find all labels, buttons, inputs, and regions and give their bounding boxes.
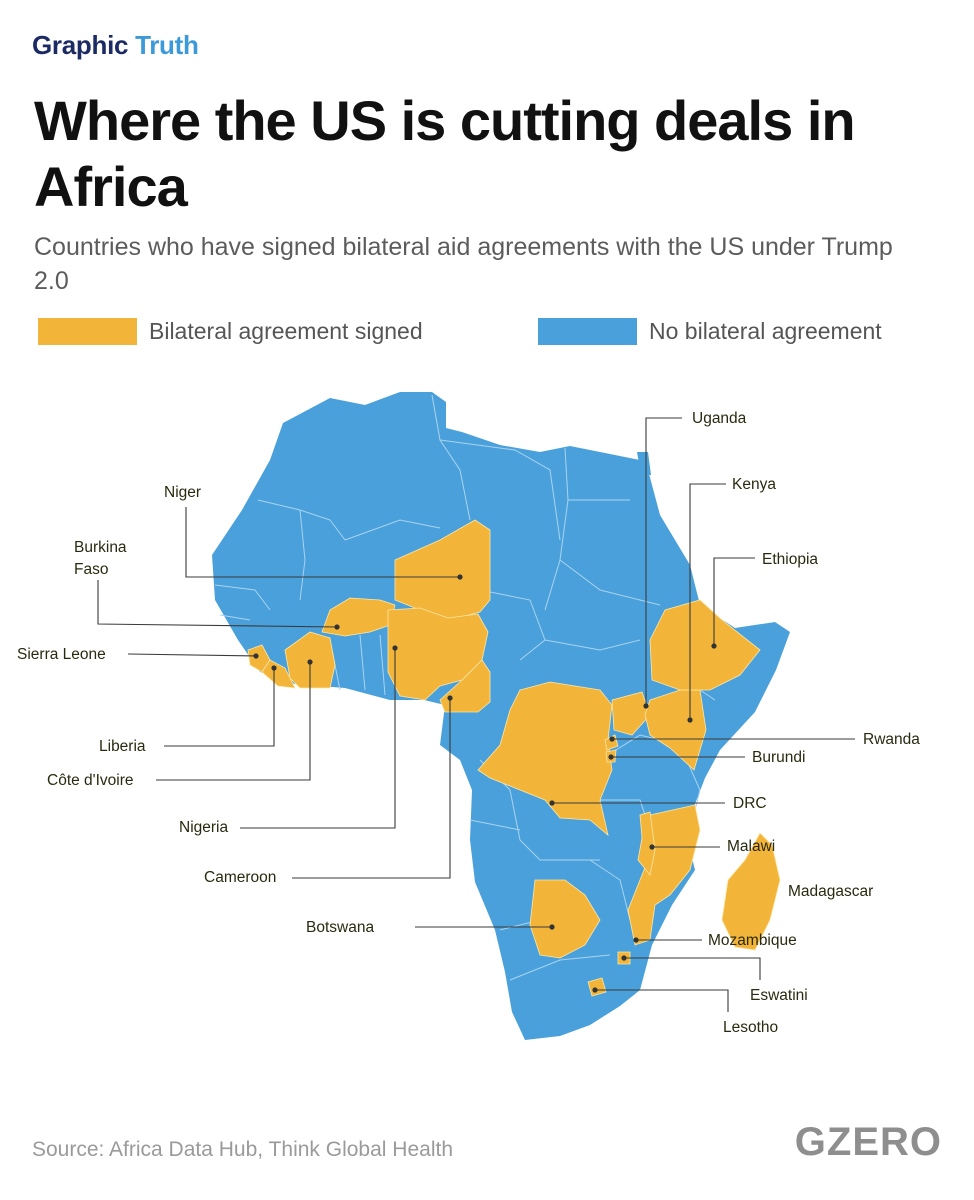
country-callouts: Uganda Kenya Niger Burkina Faso Ethiopia Sierr… <box>17 410 920 1036</box>
marker-dot-mozambique <box>633 937 639 943</box>
region-mozambique <box>627 804 701 946</box>
region-botswana <box>529 879 601 959</box>
page-title: Where the US is cutting deals in Africa <box>34 89 856 218</box>
leader-line-sierra-leone <box>127 653 257 657</box>
marker-dot-c-te-d-ivoire <box>307 659 313 665</box>
leader-line-uganda <box>645 417 682 706</box>
country-label-lesotho: Lesotho <box>723 1019 778 1036</box>
brand-word-graphic: Graphic <box>32 30 129 60</box>
country-label-burundi: Burundi <box>752 749 805 766</box>
gzero-logo: GZERO <box>794 1120 942 1164</box>
country-label-niger: Niger <box>164 484 201 501</box>
region-ethiopia <box>649 599 761 691</box>
marker-dot-sierra-leone <box>253 653 259 659</box>
leader-line-liberia <box>164 668 275 747</box>
country-label-cameroon: Cameroon <box>204 869 276 886</box>
marker-dot-lesotho <box>592 987 598 993</box>
marker-dot-botswana <box>549 924 555 930</box>
marker-dot-nigeria <box>392 645 398 651</box>
country-label-sierra-leone: Sierra Leone <box>17 646 106 663</box>
marker-dot-burkina-faso <box>334 624 340 630</box>
region-cameroon <box>439 659 491 713</box>
leader-line-lesotho <box>595 989 729 1012</box>
region-malawi <box>637 811 656 876</box>
marker-dot-drc <box>549 800 555 806</box>
country-label-botswana: Botswana <box>306 919 374 936</box>
leader-line-nigeria <box>240 648 396 829</box>
leader-line-niger <box>185 507 460 578</box>
country-label-eswatini: Eswatini <box>750 987 808 1004</box>
region-drc <box>477 681 613 837</box>
marker-dot-ethiopia <box>711 643 717 649</box>
country-label-madagascar: Madagascar <box>788 883 873 900</box>
legend-item-none: No bilateral agreement <box>538 317 882 345</box>
country-label-nigeria: Nigeria <box>179 819 228 836</box>
legend-swatch-none <box>538 317 637 345</box>
africa-map: Uganda Kenya Niger Burkina Faso Ethiopia Sierr… <box>17 392 920 1040</box>
leader-line-eswatini <box>624 957 761 980</box>
legend-label-signed: Bilateral agreement signed <box>149 317 423 344</box>
source-note: Source: Africa Data Hub, Think Global He… <box>32 1138 453 1161</box>
leader-line-kenya <box>689 483 726 720</box>
country-label-ethiopia: Ethiopia <box>762 551 818 568</box>
brand-word-truth: Truth <box>135 30 199 60</box>
legend-label-none: No bilateral agreement <box>649 317 882 344</box>
page-subtitle: Countries who have signed bilateral aid … <box>34 233 893 295</box>
country-label-kenya: Kenya <box>732 476 776 493</box>
marker-dot-niger <box>457 574 463 580</box>
leader-line-c-te-d-ivoire <box>156 662 311 781</box>
region-uganda <box>611 691 651 736</box>
marker-dot-liberia <box>271 665 277 671</box>
country-label-liberia: Liberia <box>99 738 146 755</box>
marker-dot-kenya <box>687 717 693 723</box>
country-label-mozambique: Mozambique <box>708 932 797 949</box>
country-label-burkina-faso: Burkina Faso <box>74 539 127 578</box>
signed-countries <box>247 519 781 997</box>
country-label-uganda: Uganda <box>692 410 747 427</box>
brand-header: Graphic Truth <box>32 30 199 61</box>
marker-dot-rwanda <box>609 736 615 742</box>
marker-dot-malawi <box>649 844 655 850</box>
country-label-malawi: Malawi <box>727 838 775 855</box>
leader-line-ethiopia <box>713 557 755 646</box>
region-lesotho <box>587 977 607 997</box>
legend-item-signed: Bilateral agreement signed <box>38 317 423 345</box>
leader-line-cameroon <box>292 698 451 879</box>
country-label-drc: DRC <box>733 795 767 812</box>
marker-dot-cameroon <box>447 695 453 701</box>
marker-dot-uganda <box>643 703 649 709</box>
marker-dot-burundi <box>608 754 614 760</box>
country-label-rwanda: Rwanda <box>863 731 920 748</box>
legend-swatch-signed <box>38 317 137 345</box>
country-label-c-te-d-ivoire: Côte d'Ivoire <box>47 772 134 789</box>
leader-line-burkina-faso <box>97 580 338 628</box>
region-niger <box>394 519 491 621</box>
marker-dot-eswatini <box>621 955 627 961</box>
region-madagascar <box>721 832 781 951</box>
